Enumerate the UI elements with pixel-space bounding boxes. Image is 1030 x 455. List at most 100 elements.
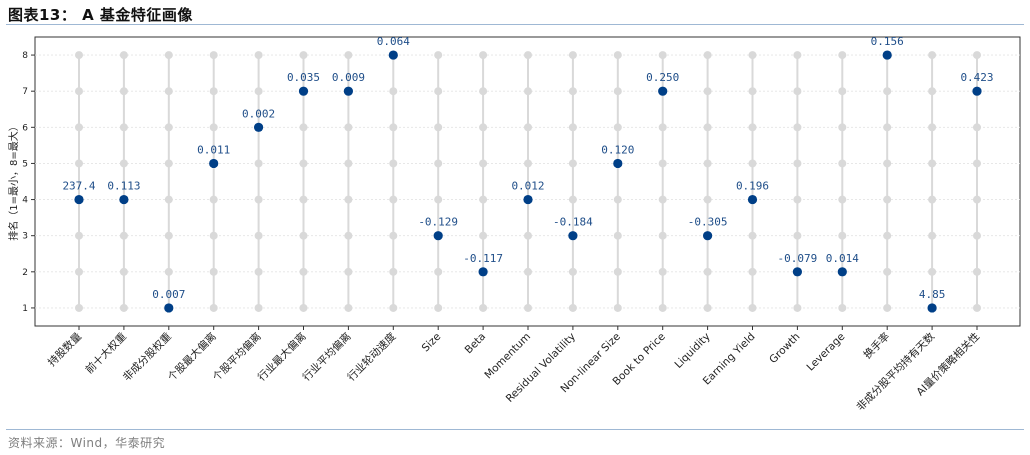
background-point [973,159,981,168]
background-point [748,159,757,168]
background-point [209,231,218,240]
background-point [75,123,83,132]
stems [78,55,978,308]
value-label: 0.011 [197,143,230,156]
rank-point [433,231,443,241]
background-point [793,51,802,60]
background-point [748,231,757,240]
value-label: -0.184 [553,216,593,229]
rank-point [209,158,219,169]
background-point [748,267,757,276]
x-tick-label: 前十大权重 [83,330,129,376]
background-point [703,51,712,60]
background-point [883,123,892,132]
background-point [928,267,937,276]
background-point [748,87,757,96]
y-tick-label: 6 [22,123,28,133]
background-point [838,303,847,312]
background-point [703,159,712,168]
background-point [568,195,577,204]
x-tick-label: 非成分股平均持有天数 [854,330,938,414]
value-label: 237.4 [62,180,95,193]
background-point [299,51,308,60]
rank-point [703,231,713,241]
background-point [793,195,802,204]
background-point [209,303,218,312]
background-point [883,87,892,96]
x-tick-label: 行业轮动速度 [345,330,399,384]
value-label: 0.035 [287,71,320,84]
background-point [658,267,667,276]
background-point [209,87,218,96]
background-point [524,123,532,132]
background-point [164,159,173,168]
background-point [479,195,488,204]
background-point [793,231,802,240]
y-tick-label: 5 [22,159,28,169]
background-point [434,123,443,132]
background-point [928,195,937,204]
background-point [119,123,128,132]
background-point [838,123,847,132]
rank-point [388,50,398,60]
background-point [254,51,263,60]
background-point [973,123,981,132]
value-label: 0.012 [511,180,544,193]
background-point [524,303,532,312]
rank-point [658,86,668,96]
background-point [658,231,667,240]
background-point [838,51,847,60]
background-point [568,123,577,132]
background-point [299,123,308,132]
background-point [883,267,892,276]
background-point [524,159,532,168]
background-point [838,231,847,240]
background-point [973,267,981,276]
background-point [479,51,488,60]
background-point [568,159,577,168]
background-point [434,267,443,276]
background-point [119,267,128,276]
value-label: -0.117 [463,252,503,265]
rank-point [747,194,758,205]
rank-point [298,86,309,96]
y-tick-label: 1 [22,304,28,314]
y-tick-label: 4 [22,196,28,206]
background-point [793,87,802,96]
background-point [254,159,263,168]
background-point [703,87,712,96]
background-point [299,231,308,240]
background-point [164,231,173,240]
value-label: 0.120 [601,143,634,156]
value-label: 0.064 [377,35,410,48]
background-point [748,123,757,132]
background-point [703,303,712,312]
background-point [344,231,353,240]
background-point [613,87,622,96]
value-label: 0.007 [152,288,185,301]
background-point [479,303,488,312]
background-point [613,51,622,60]
background-point [344,51,353,60]
x-tick-label: 持股数量 [45,330,84,369]
background-point [748,303,757,312]
rank-point [523,194,533,205]
background-point [568,267,577,276]
x-tick-label: Size [420,331,444,355]
background-point [883,195,892,204]
top-rule [6,24,1024,25]
rank-point [927,303,937,313]
background-point [389,159,398,168]
source-note: 资料来源：Wind，华泰研究 [8,436,166,450]
background-point [479,159,488,168]
background-point [254,87,263,96]
value-label: 4.85 [919,288,946,301]
background-point [209,195,218,204]
background-point [209,123,218,132]
rank-point [254,122,264,132]
background-point [389,87,398,96]
background-point [164,195,173,204]
background-point [613,123,622,132]
background-point [344,159,353,168]
background-point [389,123,398,132]
